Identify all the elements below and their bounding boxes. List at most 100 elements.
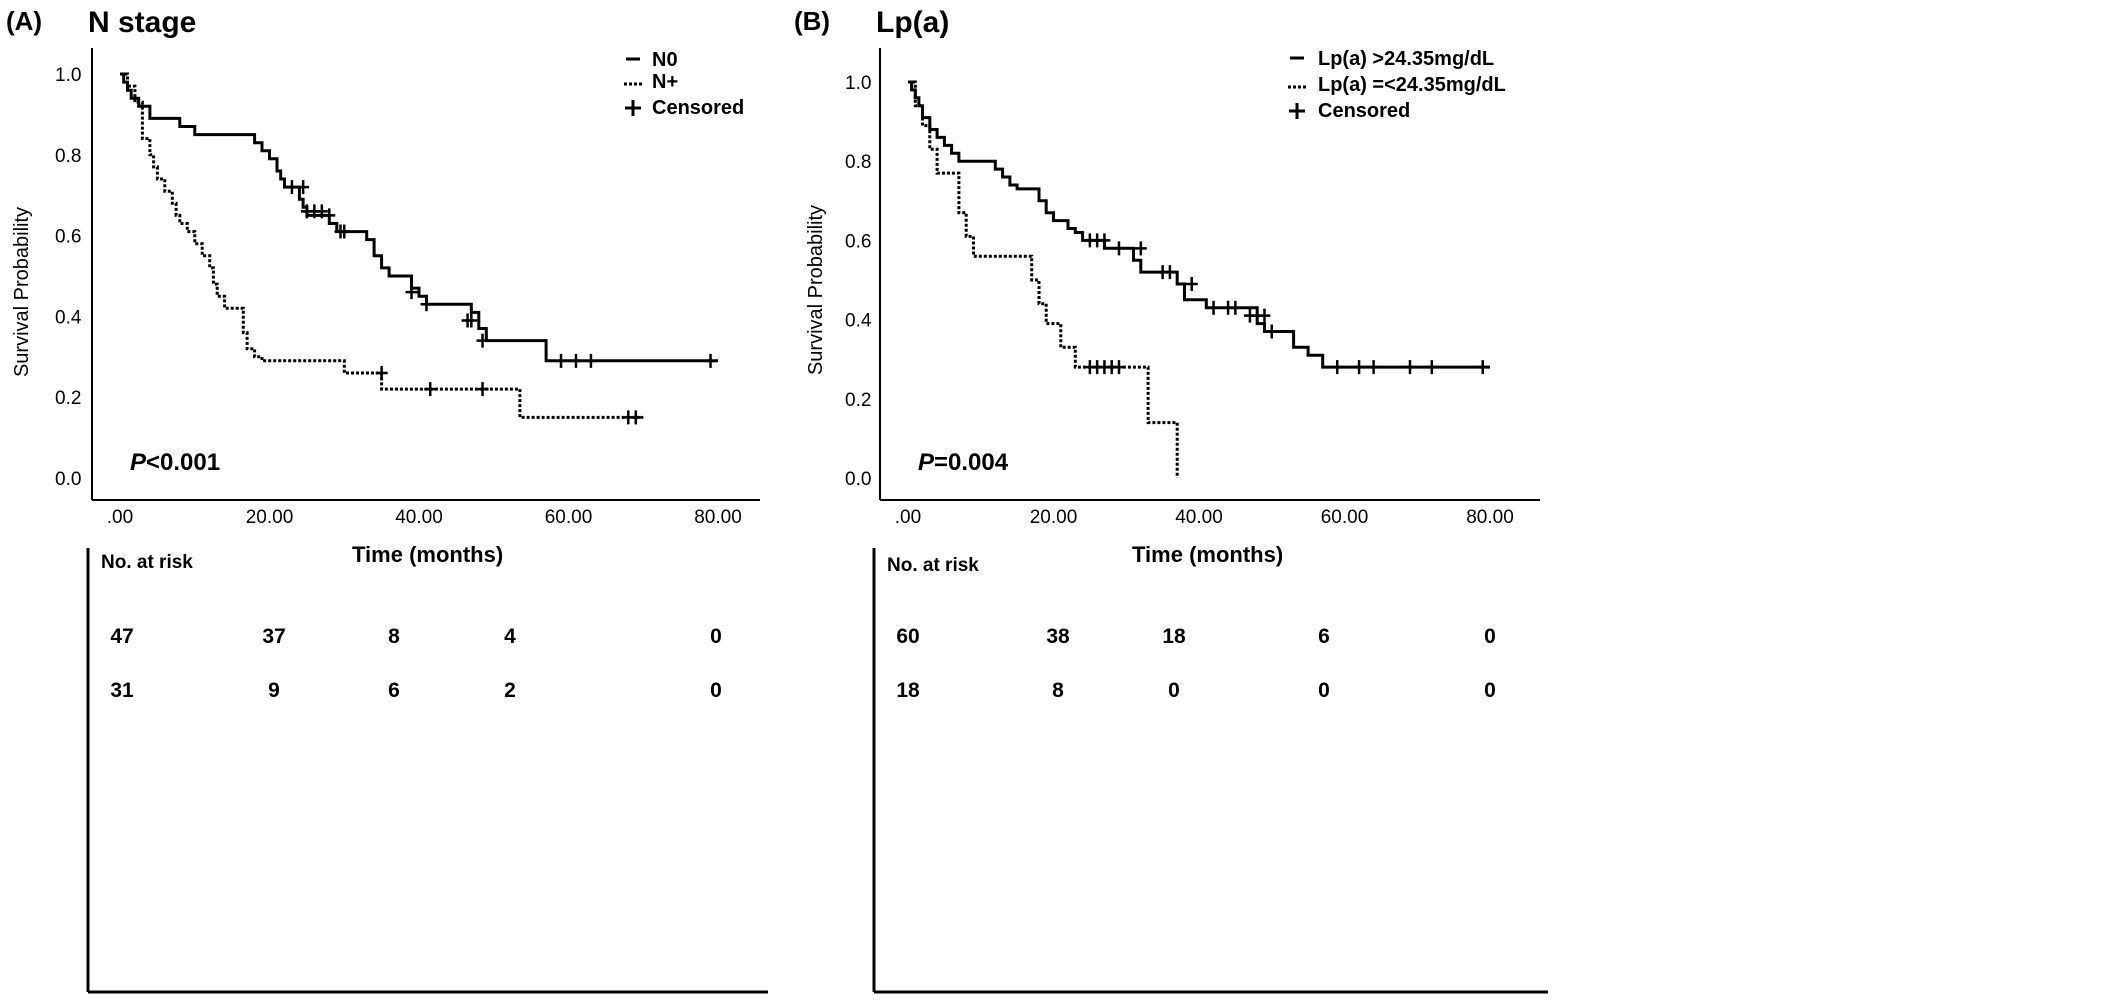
panel-a-title: N stage xyxy=(88,6,196,39)
risk-count: 0 xyxy=(1318,679,1330,702)
risk-count: 18 xyxy=(896,679,920,702)
x-tick-label: 40.00 xyxy=(1175,507,1223,528)
censored-mark xyxy=(629,410,642,425)
censored-mark xyxy=(323,208,336,223)
y-tick-label: 0.2 xyxy=(845,390,871,411)
y-tick-label: 0.0 xyxy=(845,469,871,490)
risk-count: 0 xyxy=(1484,679,1496,702)
x-tick-label: 20.00 xyxy=(1030,507,1078,528)
censored-mark xyxy=(338,224,351,239)
panel-a-risk-table: No. at risk 47 37 8 4 0 31 9 6 2 0 xyxy=(86,548,768,994)
survival-curve-dotted xyxy=(120,72,644,419)
y-tick-label: 0.8 xyxy=(55,146,81,167)
panel-b-x-ticks: .00 20.00 40.00 60.00 80.00 xyxy=(895,507,1514,528)
risk-count: 0 xyxy=(710,625,722,648)
y-tick-label: 0.2 xyxy=(55,388,81,409)
censored-mark xyxy=(375,365,388,380)
censored-mark xyxy=(1112,241,1125,256)
panel-a-y-axis-title: Survival Probability xyxy=(11,207,33,377)
panel-b-p-text: =0.004 xyxy=(934,449,1009,476)
panel-b-x-axis-title: Time (months) xyxy=(1132,542,1283,567)
survival-curve-dotted xyxy=(908,80,1179,478)
censored-mark xyxy=(476,333,489,348)
censored-mark xyxy=(1403,360,1416,375)
legend-b-high-label: Lp(a) >24.35mg/dL xyxy=(1318,48,1494,70)
x-tick-label: .00 xyxy=(895,507,921,528)
panel-b-y-axis-title: Survival Probability xyxy=(805,205,827,375)
censored-mark xyxy=(1258,308,1271,323)
risk-count: 31 xyxy=(110,679,134,702)
censored-mark xyxy=(555,353,568,368)
panel-b-y-ticks: 0.0 0.2 0.4 0.6 0.8 1.0 xyxy=(845,73,872,490)
x-tick-label: 80.00 xyxy=(1466,507,1514,528)
censored-mark xyxy=(704,353,717,368)
x-tick-label: 20.00 xyxy=(246,507,294,528)
panel-b-p-letter: P xyxy=(918,449,935,476)
y-tick-label: 1.0 xyxy=(55,65,81,86)
legend-b-censored-label: Censored xyxy=(1318,100,1410,122)
censored-mark xyxy=(1163,265,1176,280)
panel-b-title: Lp(a) xyxy=(876,6,949,39)
censored-mark xyxy=(1134,241,1147,256)
risk-count: 6 xyxy=(1318,625,1330,648)
censored-mark xyxy=(1425,360,1438,375)
panel-a-risk-values: 47 37 8 4 0 31 9 6 2 0 xyxy=(110,625,722,702)
y-tick-label: 0.4 xyxy=(55,307,82,328)
legend-a-n0-label: N0 xyxy=(652,49,678,71)
risk-count: 47 xyxy=(110,625,133,648)
panel-a-p-value: P<0.001 xyxy=(130,449,220,476)
y-tick-label: 1.0 xyxy=(845,73,871,94)
panel-b-curves xyxy=(908,80,1490,478)
panel-a-x-axis-title: Time (months) xyxy=(352,542,503,567)
legend-a-nplus-label: N+ xyxy=(652,71,678,93)
risk-count: 8 xyxy=(388,625,400,648)
panel-a: (A) N stage N0 N+ Censored Survival Prob… xyxy=(6,6,768,994)
x-tick-label: 40.00 xyxy=(395,507,443,528)
x-tick-label: 60.00 xyxy=(545,507,593,528)
censored-mark xyxy=(315,204,328,219)
svg-text:P<0.001: P<0.001 xyxy=(130,449,220,476)
panel-a-y-ticks: 0.0 0.2 0.4 0.6 0.8 1.0 xyxy=(55,65,82,490)
panel-a-legend: N0 N+ Censored xyxy=(624,49,744,119)
risk-count: 2 xyxy=(504,679,516,702)
panel-b-p-value: P=0.004 xyxy=(918,449,1009,476)
censored-mark xyxy=(1476,360,1489,375)
panel-a-curves xyxy=(120,72,718,425)
risk-count: 37 xyxy=(262,625,285,648)
panel-b-legend: Lp(a) >24.35mg/dL Lp(a) =<24.35mg/dL Cen… xyxy=(1288,48,1506,122)
censored-mark xyxy=(1331,360,1344,375)
risk-count: 6 xyxy=(388,679,400,702)
y-tick-label: 0.8 xyxy=(845,152,871,173)
censored-mark xyxy=(1207,300,1220,315)
censored-mark xyxy=(1098,233,1111,248)
risk-count: 0 xyxy=(710,679,722,702)
panel-a-p-text: <0.001 xyxy=(146,449,220,476)
censored-mark xyxy=(297,180,310,195)
censored-mark xyxy=(476,382,489,397)
y-tick-label: 0.6 xyxy=(55,227,81,248)
censored-mark xyxy=(465,313,478,328)
censored-mark xyxy=(1112,360,1125,375)
panel-b-risk-title: No. at risk xyxy=(887,555,979,576)
risk-count: 18 xyxy=(1162,625,1186,648)
panel-b: (B) Lp(a) Lp(a) >24.35mg/dL Lp(a) =<24.3… xyxy=(794,6,1548,994)
censored-mark xyxy=(405,285,418,300)
x-tick-label: .00 xyxy=(107,507,133,528)
risk-count: 4 xyxy=(504,625,516,648)
legend-b-censored-icon xyxy=(1289,103,1305,119)
svg-text:P=0.004: P=0.004 xyxy=(918,449,1009,476)
censored-mark xyxy=(1353,360,1366,375)
censored-mark xyxy=(584,353,597,368)
legend-a-censored-label: Censored xyxy=(652,97,744,119)
censored-mark xyxy=(569,353,582,368)
legend-a-censored-icon xyxy=(625,100,641,116)
legend-b-low-label: Lp(a) =<24.35mg/dL xyxy=(1318,74,1506,96)
panel-a-risk-title: No. at risk xyxy=(101,552,193,573)
y-tick-label: 0.4 xyxy=(845,311,872,332)
risk-count: 8 xyxy=(1052,679,1064,702)
panel-a-p-letter: P xyxy=(130,449,147,476)
risk-count: 0 xyxy=(1484,625,1496,648)
censored-mark xyxy=(1229,300,1242,315)
censored-mark xyxy=(1265,324,1278,339)
